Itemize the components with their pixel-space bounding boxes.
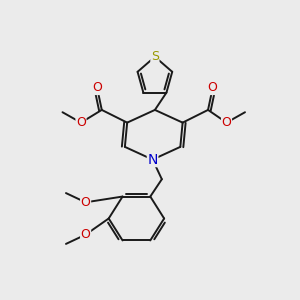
Text: O: O — [81, 196, 91, 209]
Text: O: O — [76, 116, 86, 129]
Text: O: O — [81, 228, 91, 241]
Text: O: O — [208, 82, 218, 94]
Text: O: O — [92, 82, 102, 94]
Text: O: O — [222, 116, 232, 129]
Text: N: N — [147, 153, 158, 166]
Text: S: S — [151, 50, 159, 63]
